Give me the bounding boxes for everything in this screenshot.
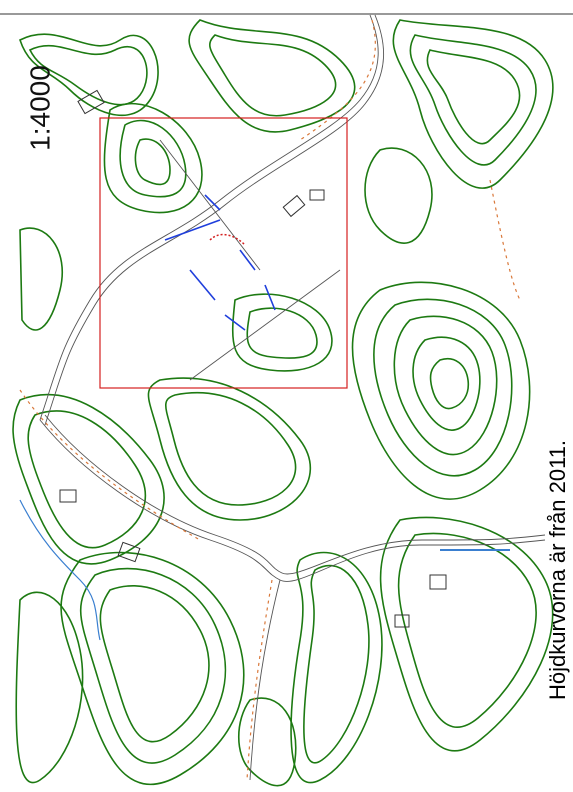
roads: [19, 14, 546, 781]
buildings: [59, 89, 447, 628]
note-text: Höjdkurvorna är från 2011.: [545, 440, 570, 700]
study-area-frame: [99, 117, 348, 389]
stream: [19, 499, 101, 641]
scale-label: 1:4000: [24, 65, 55, 151]
section-lines: [164, 194, 276, 331]
contours: [12, 19, 554, 787]
